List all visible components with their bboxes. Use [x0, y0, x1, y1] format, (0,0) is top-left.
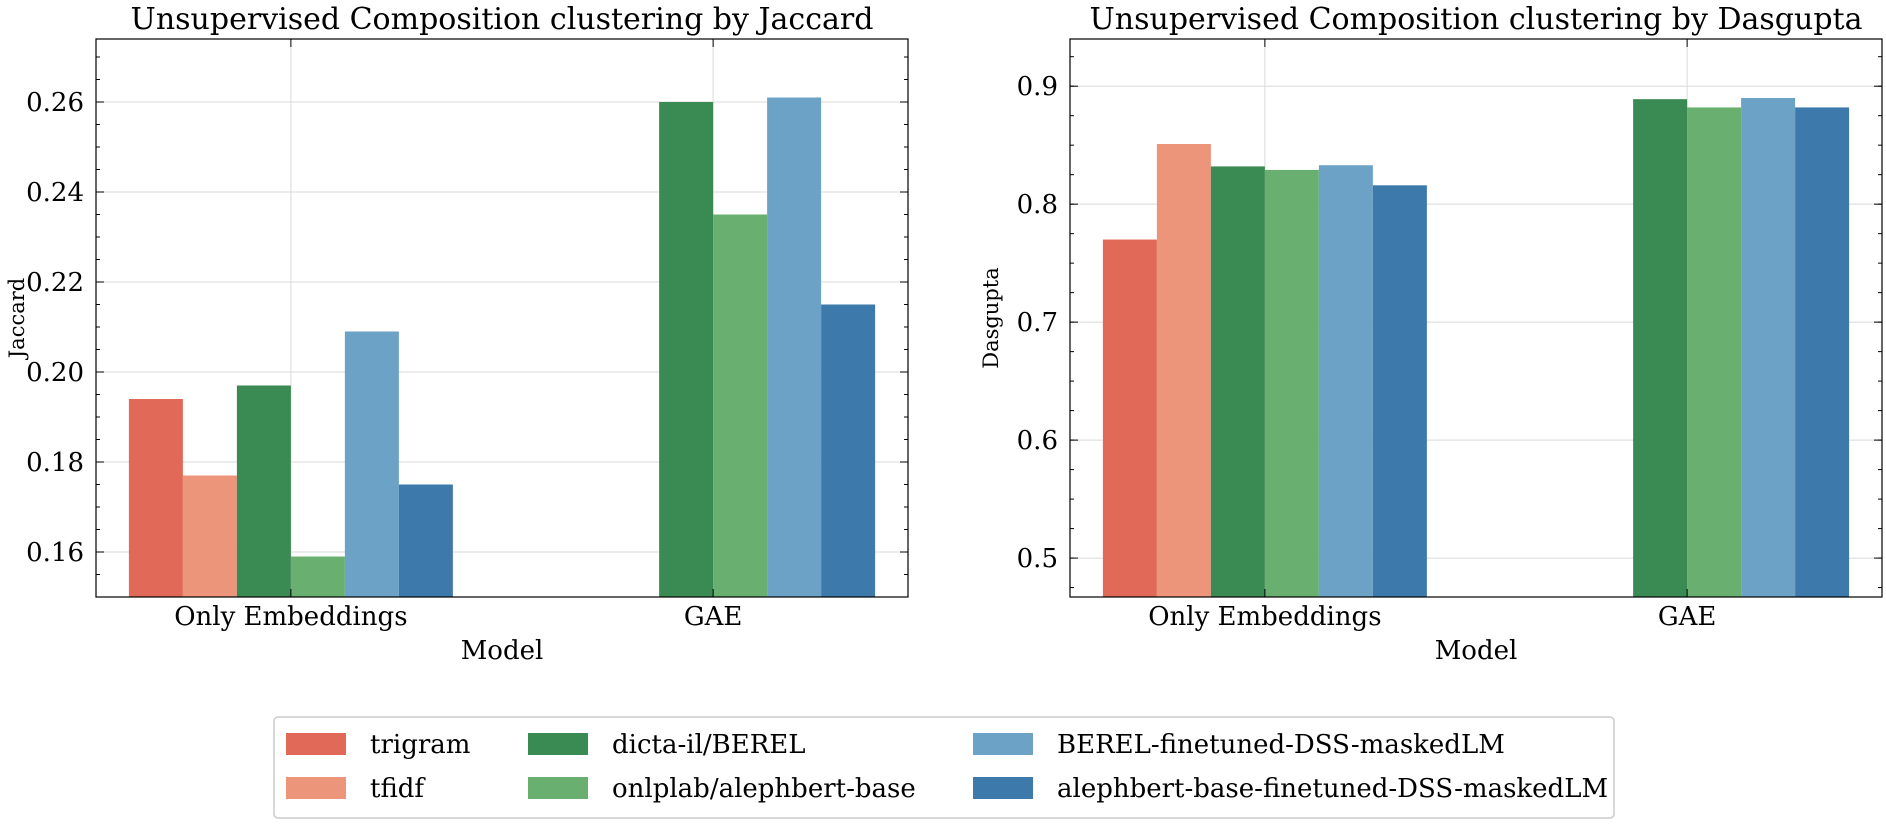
y-tick-label: 0.24 — [26, 178, 84, 208]
bar-tfidf-only-embeddings — [1156, 143, 1211, 597]
chart-title: Unsupervised Composition clustering by J… — [131, 2, 874, 37]
x-tick-label: GAE — [1658, 602, 1717, 632]
y-axis-label: Dasgupta — [979, 267, 1003, 369]
y-tick-label: 0.7 — [1017, 308, 1058, 338]
legend-swatch-berel-finetuned-dss-maskedlm — [973, 733, 1033, 755]
bar-dicta-il-berel-only-embeddings — [236, 385, 291, 597]
bar-alephbert-base-finetuned-dss-maskedlm-gae — [821, 304, 876, 597]
x-tick-label: Only Embeddings — [1148, 602, 1381, 632]
y-tick-label: 0.6 — [1017, 426, 1058, 456]
jaccard-chart: 0.16 0.18 0.20 0.22 0.24 0.26 Only Embeddings G… — [5, 2, 909, 666]
y-tick-label: 0.5 — [1017, 544, 1058, 574]
x-tick-label: Only Embeddings — [174, 602, 407, 632]
bar-trigram-only-embeddings — [1102, 239, 1157, 597]
chart-title: Unsupervised Composition clustering by D… — [1090, 2, 1863, 37]
x-axis-label: Model — [461, 636, 544, 666]
bar-alephbert-base-finetuned-dss-maskedlm-only-embeddings — [398, 484, 453, 597]
bar-onlplab-alephbert-base-gae — [713, 214, 768, 597]
bar-onlplab-alephbert-base-only-embeddings — [1264, 169, 1319, 597]
plot-frame — [95, 38, 909, 598]
legend-label-onlplab-alephbert-base: onlplab/alephbert-base — [612, 774, 916, 804]
bar-berel-finetuned-dss-maskedlm-gae — [767, 97, 822, 597]
bar-onlplab-alephbert-base-gae — [1687, 107, 1742, 597]
bar-berel-finetuned-dss-maskedlm-only-embeddings — [344, 331, 399, 597]
legend-swatch-dicta-il-berel — [528, 733, 588, 755]
y-tick-label: 0.8 — [1017, 190, 1058, 220]
x-axis-label: Model — [1435, 636, 1518, 666]
legend-frame — [273, 716, 1615, 819]
legend-swatch-onlplab-alephbert-base — [528, 777, 588, 799]
bar-alephbert-base-finetuned-dss-maskedlm-gae — [1795, 107, 1850, 597]
y-tick-label: 0.22 — [26, 268, 84, 298]
legend-swatch-trigram — [286, 733, 346, 755]
bar-berel-finetuned-dss-maskedlm-gae — [1741, 97, 1796, 597]
bar-dicta-il-berel-only-embeddings — [1210, 166, 1265, 598]
plot-frame — [1069, 38, 1883, 598]
y-tick-label: 0.18 — [26, 448, 84, 478]
bar-alephbert-base-finetuned-dss-maskedlm-only-embeddings — [1372, 185, 1427, 597]
legend-swatch-alephbert-base-finetuned-dss-maskedlm — [973, 777, 1033, 799]
bar-dicta-il-berel-gae — [1633, 99, 1688, 597]
x-tick-label: GAE — [684, 602, 743, 632]
bar-berel-finetuned-dss-maskedlm-only-embeddings — [1318, 165, 1373, 597]
legend-label-dicta-il-berel: dicta-il/BEREL — [612, 730, 806, 760]
legend-label-tfidf: tfidf — [370, 774, 426, 804]
dasgupta-chart: 0.5 0.6 0.7 0.8 0.9 Only Embeddings GAE Unsuper… — [979, 2, 1883, 666]
bar-tfidf-only-embeddings — [182, 475, 237, 597]
y-tick-label: 0.9 — [1017, 72, 1058, 102]
y-tick-label: 0.16 — [26, 538, 84, 568]
legend-label-trigram: trigram — [370, 730, 470, 760]
legend-label-alephbert-base-finetuned-dss-maskedlm: alephbert-base-finetuned-DSS-maskedLM — [1057, 774, 1608, 804]
y-axis-label: Jaccard — [5, 278, 29, 360]
bar-onlplab-alephbert-base-only-embeddings — [290, 556, 345, 597]
bar-dicta-il-berel-gae — [659, 102, 714, 597]
legend-swatch-tfidf — [286, 777, 346, 799]
y-tick-label: 0.26 — [26, 88, 84, 118]
legend-label-berel-finetuned-dss-maskedlm: BEREL-finetuned-DSS-maskedLM — [1057, 730, 1505, 760]
legend: trigram tfidf dicta-il/BEREL onlplab/alephb… — [273, 716, 1615, 819]
bar-trigram-only-embeddings — [128, 399, 183, 597]
y-tick-label: 0.20 — [26, 358, 84, 388]
